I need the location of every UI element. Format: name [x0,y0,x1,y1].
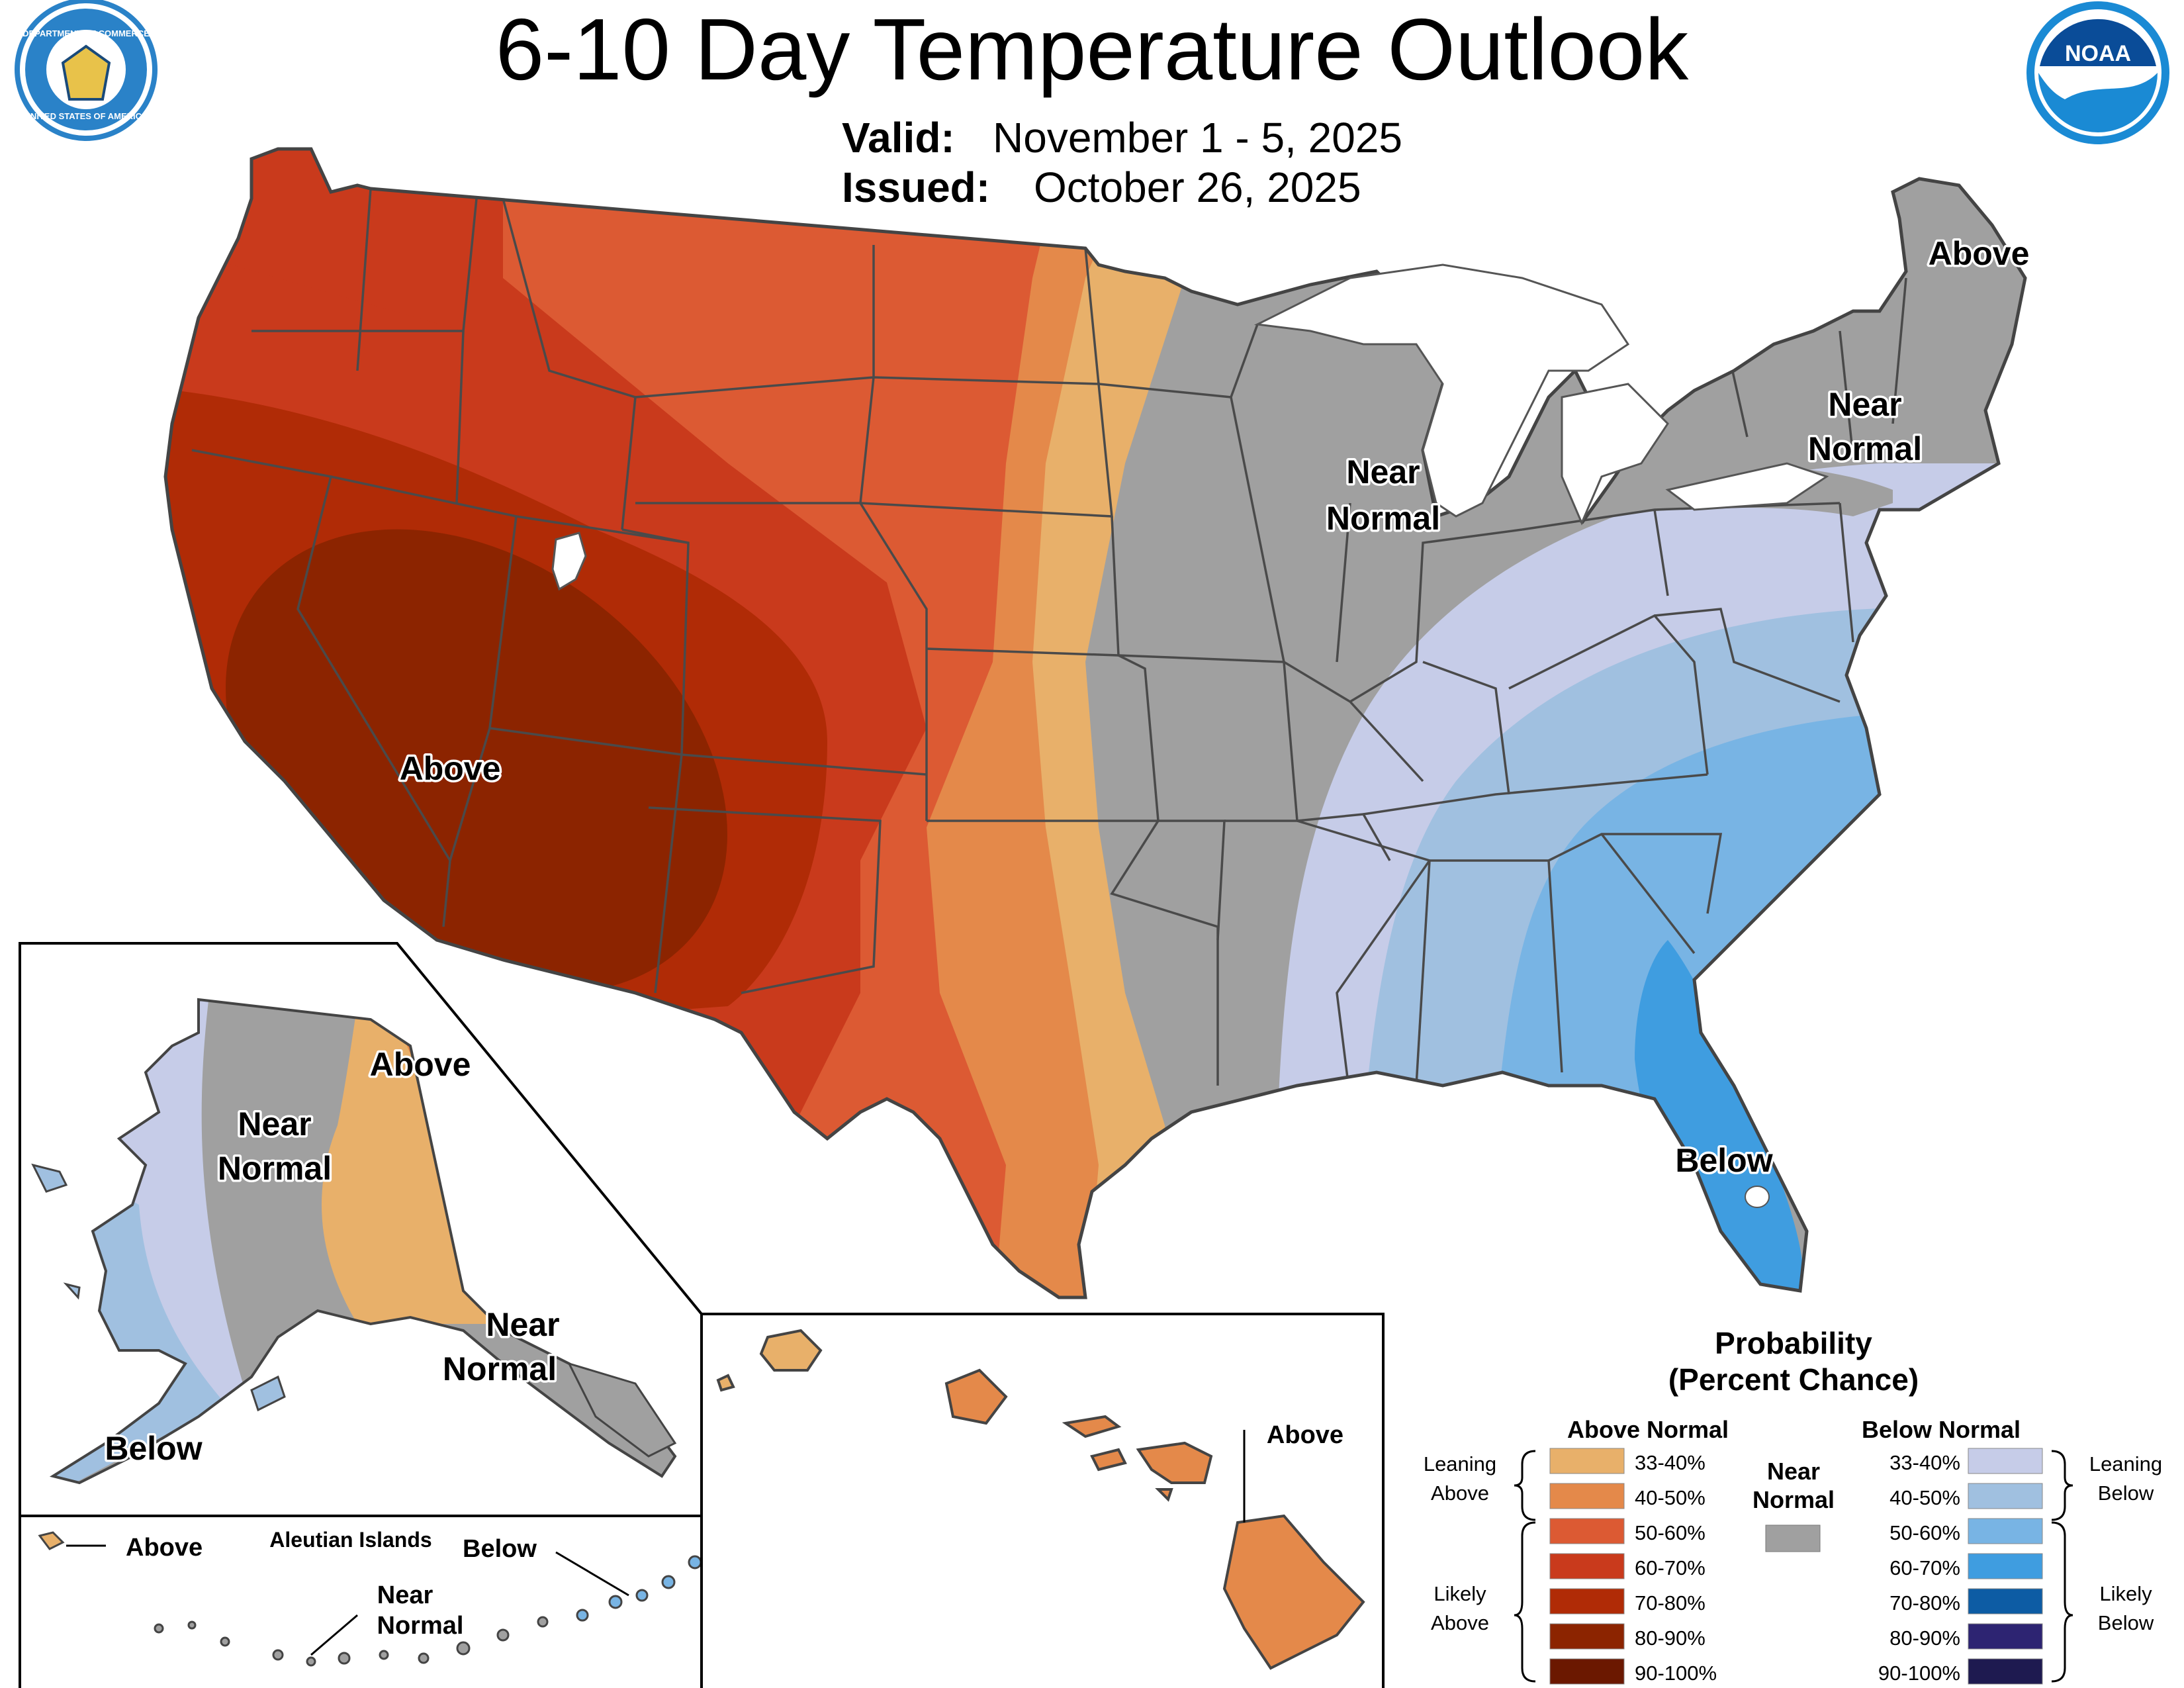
above-60-70-north [165,199,463,331]
legend-near-label-1: Near [1767,1458,1820,1485]
above-bin-swatch-5 [1549,1623,1625,1650]
likely-above-label-2: Above [1431,1611,1489,1634]
above-bin-swatch-1 [1549,1483,1625,1509]
below-60-70-region [1635,940,1803,1297]
aleutian-title: Aleutian Islands [269,1528,432,1552]
aleutian-inset [19,1515,703,1688]
midwest-near-label-2: Normal [1326,500,1440,537]
legend-title: Probability [1715,1326,1872,1360]
above-bin-label-5: 80-90% [1635,1626,1706,1650]
above-bin-label-2: 50-60% [1635,1521,1706,1544]
issued-date: October 26, 2025 [1034,164,1361,211]
svg-text:UNITED STATES OF AMERICA: UNITED STATES OF AMERICA [24,111,148,121]
alaska-near-label-1: Near [238,1105,311,1143]
below-bin-label-5: 80-90% [1889,1626,1960,1650]
page-title: 6-10 Day Temperature Outlook [496,1,1689,98]
below-bin-label-2: 50-60% [1889,1521,1960,1544]
leaning-above-label-2: Above [1431,1481,1489,1505]
below-bin-swatch-6 [1968,1658,2043,1685]
leaning-below-label-2: Below [2098,1481,2154,1505]
great-lakes [1253,263,1829,526]
great-salt-lake [551,532,587,591]
aleutian-above-label: Above [126,1534,203,1562]
valid-label: Valid: [842,114,955,162]
legend-near-swatch [1765,1524,1821,1552]
aleutian-near-label-2: Normal [377,1612,464,1640]
below-bin-label-1: 40-50% [1889,1486,1960,1509]
legend-subtitle: (Percent Chance) [1668,1362,1919,1397]
svg-text:NOAA: NOAA [2065,41,2131,66]
above-bin-swatch-2 [1549,1518,1625,1544]
legend-below-header: Below Normal [1862,1416,2021,1443]
likely-above-label-1: Likely [1433,1582,1486,1605]
leaning-below-label-1: Leaning [2089,1452,2162,1476]
state-boundaries [191,188,1907,1100]
above-bin-swatch-0 [1549,1448,1625,1474]
above-bin-label-0: 33-40% [1635,1451,1706,1474]
likely-below-label-1: Likely [2099,1582,2152,1605]
lake-okeechobee [1745,1186,1770,1208]
commerce-seal-icon: DEPARTMENT OF COMMERCE UNITED STATES OF … [15,0,158,141]
aleutian-near-label-1: Near [377,1581,433,1609]
above-bin-label-6: 90-100% [1635,1662,1717,1685]
noaa-logo-icon: NOAA [2026,1,2169,144]
legend-above-header: Above Normal [1567,1416,1729,1443]
below-bin-label-0: 33-40% [1889,1451,1960,1474]
below-bin-swatch-3 [1968,1553,2043,1579]
above-bin-label-1: 40-50% [1635,1486,1706,1509]
probability-legend: Probability (Percent Chance) Above Norma… [1424,1326,2162,1685]
above-bin-swatch-6 [1549,1658,1625,1685]
below-bin-swatch-4 [1968,1588,2043,1615]
above-bin-label-4: 70-80% [1635,1591,1706,1615]
conus-above-label: Above [400,750,501,787]
leaning-above-label-1: Leaning [1424,1452,1496,1476]
florida-below-label: Below [1675,1142,1772,1179]
valid-dates: November 1 - 5, 2025 [993,114,1402,162]
northeast-near-label-2: Normal [1808,430,1922,467]
panhandle-near-label-2: Normal [443,1350,557,1387]
midwest-near-label-1: Near [1346,453,1420,491]
alaska-below-label: Below [105,1430,202,1467]
alaska-inset [19,942,703,1517]
below-bin-swatch-0 [1968,1448,2043,1474]
above-bin-label-3: 60-70% [1635,1556,1706,1579]
below-bin-swatch-5 [1968,1623,2043,1650]
hawaii-above-label: Above [1267,1421,1343,1449]
northeast-near-label-1: Near [1828,386,1901,423]
legend-near-label-2: Normal [1752,1486,1835,1513]
svg-text:DEPARTMENT OF COMMERCE: DEPARTMENT OF COMMERCE [23,28,150,38]
alaska-above-label: Above [370,1046,471,1083]
maine-above-label: Above [1929,235,2030,272]
panhandle-near-label-1: Near [486,1306,559,1343]
below-bin-label-3: 60-70% [1889,1556,1960,1579]
alaska-near-label-2: Normal [218,1150,332,1187]
below-bin-swatch-2 [1968,1518,2043,1544]
above-bin-swatch-4 [1549,1588,1625,1615]
likely-below-label-2: Below [2098,1611,2154,1634]
issued-label: Issued: [842,164,990,211]
aleutian-below-label: Below [463,1535,537,1563]
below-bin-label-4: 70-80% [1889,1591,1960,1615]
legend-braces [1514,1450,2073,1683]
below-bin-label-6: 90-100% [1878,1662,1960,1685]
hawaii-inset [700,1313,1385,1688]
above-bin-swatch-3 [1549,1553,1625,1579]
below-bin-swatch-1 [1968,1483,2043,1509]
